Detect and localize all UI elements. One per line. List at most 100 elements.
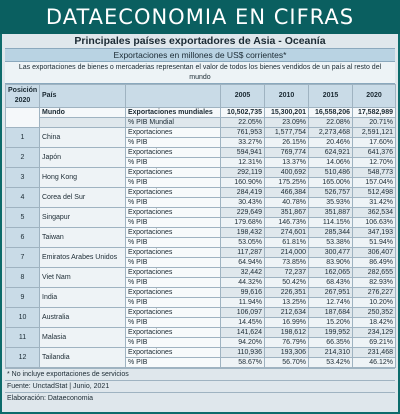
indicator-label: Exportaciones [125,127,221,138]
indicator-label: % PIB [125,337,221,348]
table-title: Principales países exportadores de Asia … [74,35,326,47]
source-note: Fuente: UnctadStat | Junio, 2021 [5,380,395,392]
country-cell: Hong Kong [39,167,126,188]
indicator-label: % PIB [125,217,221,228]
pct-value: 76.79% [264,337,309,348]
country-cell: China [39,127,126,148]
indicator-label: Exportaciones [125,347,221,358]
position-cell: 11 [5,327,40,348]
pct-value: 14.06% [308,157,353,168]
country-exports-row: 4 Corea del Sur Exportaciones 284,419 466,38… [5,187,396,208]
world-exports-2005: 10,502,735 [220,107,265,118]
export-value: 162,065 [308,267,353,278]
country-exports-row: 1 China Exportaciones 761,953 1,577,754 2,273… [5,127,396,148]
country-cell: Viet Nam [39,267,126,288]
indicator-label: Exportaciones [125,187,221,198]
pct-value: 106.63% [352,217,396,228]
country-cell: Japón [39,147,126,168]
position-cell: 9 [5,287,40,308]
pct-value: 82.93% [352,277,396,288]
pct-value: 61.81% [264,237,309,248]
export-value: 110,936 [220,347,265,358]
country-exports-row: 2 Japón Exportaciones 594,941 769,774 624,921… [5,147,396,168]
export-value: 229,649 [220,207,265,218]
export-value: 99,616 [220,287,265,298]
world-exports-row: Mundo Exportaciones mundiales 10,502,735… [5,107,396,128]
export-value: 285,344 [308,227,353,238]
country-pct-row: % PIB 58.67% 56.70% 53.42% 46.12% [6,357,396,368]
position-cell: 10 [5,307,40,328]
pct-value: 53.05% [220,237,265,248]
banner-title: DATAECONOMIA EN CIFRAS [0,0,400,34]
indicator-label: % PIB [125,197,221,208]
export-value: 193,306 [264,347,309,358]
footer: * No incluye exportaciones de servicios … [5,368,395,404]
export-value: 106,097 [220,307,265,318]
header-country: País [39,84,126,108]
world-exports-label: Exportaciones mundiales [125,107,221,118]
pct-value: 157.04% [352,177,396,188]
pct-value: 83.90% [308,257,353,268]
export-value: 276,227 [352,287,396,298]
world-blank [39,117,126,128]
export-value: 347,193 [352,227,396,238]
country-exports-row: 8 Viet Nam Exportaciones 32,442 72,237 162,06… [5,267,396,288]
intro-text: Las exportaciones de bienes o mercaderia… [5,62,395,84]
indicator-label: Exportaciones [125,327,221,338]
export-value: 117,287 [220,247,265,258]
pct-value: 114.15% [308,217,353,228]
pct-value: 58.67% [220,357,265,368]
position-cell: 5 [5,207,40,228]
export-value: 351,867 [264,207,309,218]
export-value: 300,477 [308,247,353,258]
position-cell: 4 [5,187,40,208]
export-value: 466,384 [264,187,309,198]
indicator-label: Exportaciones [125,307,221,318]
indicator-label: Exportaciones [125,207,221,218]
pct-value: 13.37% [264,157,309,168]
country-pct-row: % PIB 11.94% 13.25% 12.74% 10.20% [6,297,396,308]
export-value: 72,237 [264,267,309,278]
position-cell: 6 [5,227,40,248]
export-value: 292,119 [220,167,265,178]
export-value: 274,601 [264,227,309,238]
export-value: 250,352 [352,307,396,318]
country-exports-row: 5 Singapur Exportaciones 229,649 351,867 351,… [5,207,396,228]
export-value: 141,624 [220,327,265,338]
country-exports-row: 7 Emiratos Arabes Unidos Exportaciones 117,… [5,247,396,268]
export-value: 199,952 [308,327,353,338]
indicator-label: Exportaciones [125,247,221,258]
export-value: 362,534 [352,207,396,218]
export-value: 214,310 [308,347,353,358]
pct-value: 86.49% [352,257,396,268]
indicator-label: % PIB [125,277,221,288]
pct-value: 10.20% [352,297,396,308]
export-value: 212,634 [264,307,309,318]
indicator-label: % PIB [125,237,221,248]
indicator-label: % PIB [125,157,221,168]
country-exports-row: 10 Australia Exportaciones 106,097 212,634 18… [5,307,396,328]
position-cell: 2 [5,147,40,168]
header-year-2010: 2010 [264,84,309,108]
country-exports-row: 6 Taiwan Exportaciones 198,432 274,601 285,34… [5,227,396,248]
country-cell: Australia [39,307,126,328]
pct-value: 165.00% [308,177,353,188]
country-exports-row: 3 Hong Kong Exportaciones 292,119 400,692 510… [5,167,396,188]
country-pct-row: % PIB 53.05% 61.81% 53.38% 51.94% [6,237,396,248]
indicator-label: % PIB [125,257,221,268]
pct-value: 51.94% [352,237,396,248]
export-value: 2,273,468 [308,127,353,138]
country-cell: India [39,287,126,308]
export-value: 267,951 [308,287,353,298]
pct-value: 68.43% [308,277,353,288]
export-value: 1,577,754 [264,127,309,138]
pct-value: 175.25% [264,177,309,188]
pct-value: 179.68% [220,217,265,228]
pct-value: 40.78% [264,197,309,208]
export-value: 769,774 [264,147,309,158]
header-indicator [125,84,221,108]
export-value: 641,376 [352,147,396,158]
country-cell: Singapur [39,207,126,228]
pct-value: 17.60% [352,137,396,148]
